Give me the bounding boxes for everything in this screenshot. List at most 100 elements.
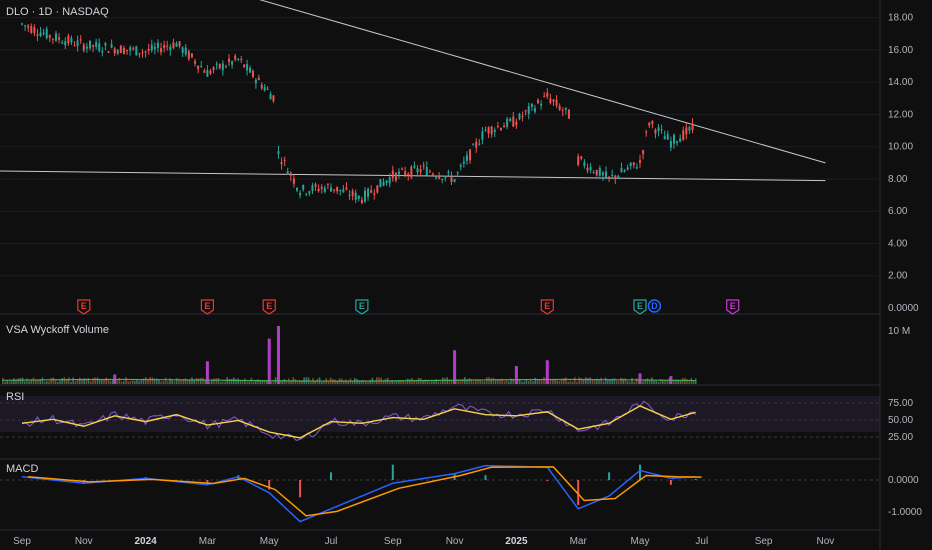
volume-bar <box>180 379 182 384</box>
rsi-tick-label: 75.00 <box>888 398 913 409</box>
volume-bar <box>83 378 85 384</box>
candle-body <box>209 70 212 74</box>
price-tick-label: 14.00 <box>888 77 913 88</box>
volume-bar <box>488 377 490 384</box>
candle-body <box>444 175 447 179</box>
volume-bar <box>666 380 668 384</box>
candle-body <box>257 77 260 81</box>
volume-bar <box>541 380 543 384</box>
volume-bar <box>393 380 396 384</box>
time-axis-label: Sep <box>755 536 773 547</box>
volume-bar <box>197 378 200 384</box>
candle-body <box>527 106 530 114</box>
volume-bar <box>629 381 631 384</box>
volume-bar <box>426 380 429 384</box>
candle-body <box>611 174 614 176</box>
volume-bar <box>604 377 607 384</box>
volume-bar <box>470 379 473 384</box>
earnings-marker <box>726 299 740 315</box>
candle-body <box>379 179 382 188</box>
rsi-tick-label: 25.00 <box>888 432 913 443</box>
candle-body <box>373 193 376 195</box>
volume-bar <box>662 379 664 384</box>
earnings-marker <box>633 299 647 315</box>
candle-body <box>422 165 425 167</box>
candle-body <box>450 176 453 182</box>
volume-bar <box>444 378 446 384</box>
candle-body <box>175 43 178 47</box>
candle-body <box>323 187 326 193</box>
candle-body <box>391 170 394 178</box>
volume-bar <box>35 380 37 384</box>
rsi-line <box>21 400 696 442</box>
volume-bar <box>607 379 609 384</box>
candle-body <box>156 42 159 48</box>
candle-body <box>459 165 462 167</box>
volume-bar <box>483 381 486 384</box>
volume-bar <box>70 381 72 384</box>
volume-bar <box>433 380 435 384</box>
volume-bar <box>409 378 411 384</box>
volume-bar <box>589 377 591 384</box>
volume-bar <box>116 380 118 384</box>
candle-body <box>64 41 67 46</box>
volume-bar <box>296 381 299 384</box>
volume-bar <box>578 377 580 384</box>
candle-body <box>608 176 611 178</box>
volume-bar <box>283 379 286 384</box>
candle-body <box>197 65 200 70</box>
volume-bar <box>600 377 602 384</box>
time-axis-label: Nov <box>817 536 835 547</box>
volume-bar <box>142 378 145 384</box>
volume-bar <box>373 381 376 384</box>
candle-body <box>682 130 685 140</box>
candle-body <box>95 42 98 47</box>
volume-bar <box>217 378 220 384</box>
volume-bar <box>109 381 112 384</box>
candle-body <box>292 178 295 184</box>
candle-body <box>314 184 317 187</box>
volume-bar <box>140 379 143 384</box>
volume-bar <box>580 378 583 384</box>
volume-bar <box>173 381 176 384</box>
volume-bar <box>294 379 297 384</box>
volume-bar <box>428 381 431 384</box>
volume-bar <box>175 378 178 384</box>
volume-bar <box>129 381 132 384</box>
candle-body <box>326 184 329 186</box>
candle-body <box>48 35 51 38</box>
candle-body <box>286 171 289 175</box>
volume-bar <box>15 380 17 384</box>
volume-bar <box>692 380 695 384</box>
volume-bar <box>321 381 323 384</box>
volume-bar <box>651 377 653 384</box>
volume-bar <box>398 379 400 384</box>
candle-body <box>224 66 227 68</box>
candle-body <box>595 169 598 176</box>
candle-body <box>254 79 257 84</box>
volume-bar <box>574 377 576 384</box>
volume-bar <box>644 379 646 384</box>
volume-bar <box>171 379 173 384</box>
volume-bar <box>653 380 655 384</box>
candle-body <box>438 175 441 179</box>
volume-bar <box>244 378 246 384</box>
candle-body <box>61 42 64 44</box>
volume-bar <box>688 381 690 384</box>
volume-bar <box>642 381 644 384</box>
candle-body <box>601 172 604 176</box>
volume-bar <box>246 381 248 384</box>
time-axis-label: 2024 <box>134 536 157 547</box>
volume-bar <box>230 378 233 384</box>
volume-bar <box>189 379 191 384</box>
candle-body <box>246 64 249 71</box>
volume-bar <box>532 381 534 384</box>
candle-body <box>190 53 193 58</box>
volume-bar <box>668 377 671 384</box>
volume-bar <box>362 379 365 384</box>
price-tick-label: 16.00 <box>888 45 913 56</box>
time-axis-label: May <box>631 536 650 547</box>
volume-bar <box>145 377 147 384</box>
candle-body <box>635 167 638 169</box>
